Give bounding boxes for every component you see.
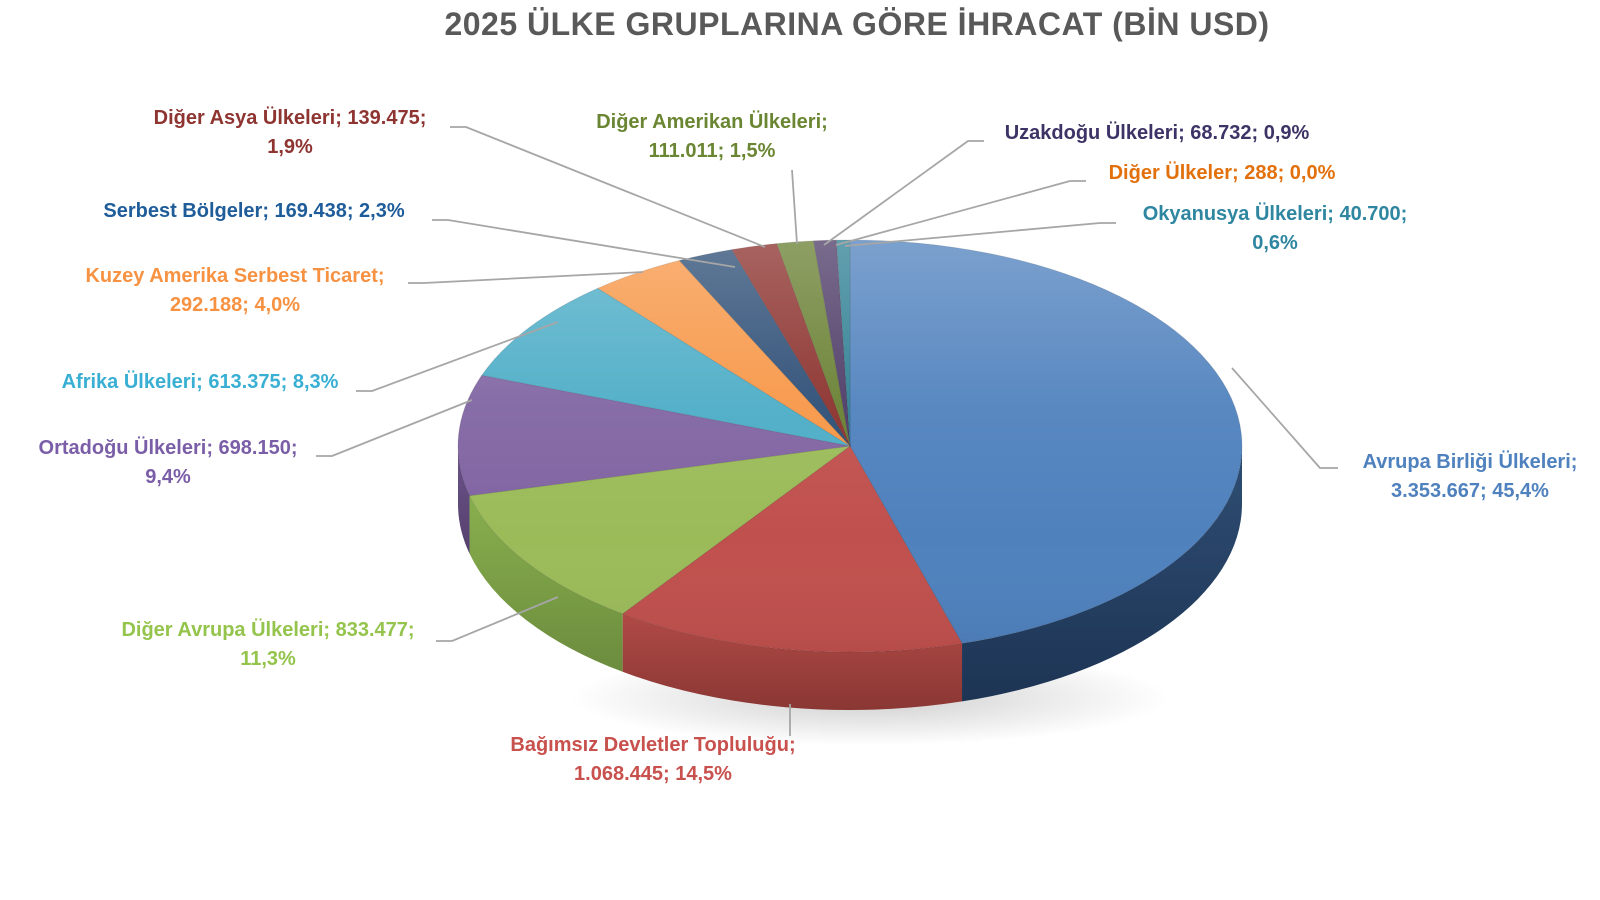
pie-rim-ortadogu-ulkeleri	[458, 446, 470, 554]
pie-label-line1: Diğer Asya Ülkeleri; 139.475;	[153, 107, 427, 129]
pie-top-sheen	[458, 240, 1242, 652]
pie-label-line2: 11,3%	[240, 648, 296, 670]
leader-line-afrika-ulkeleri	[356, 321, 559, 392]
pie-label-uzakdogu-ulkeleri: Uzakdoğu Ülkeleri; 68.732; 0,9%	[1005, 119, 1310, 148]
pie-label-afrika-ulkeleri: Afrika Ülkeleri; 613.375; 8,3%	[62, 368, 339, 397]
pie-label-line2: 292.188; 4,0%	[169, 294, 301, 316]
pie-label-ortadogu-ulkeleri: Ortadoğu Ülkeleri; 698.150; 9,4%	[39, 434, 298, 492]
pie-label-diger-avrupa-ulkeleri: Diğer Avrupa Ülkeleri; 833.477; 11,3%	[121, 616, 414, 674]
pie-label-line1: Bağımsız Devletler Topluluğu;	[510, 734, 796, 756]
leader-line-ortadogu-ulkeleri	[316, 399, 473, 457]
pie-label-line1: Kuzey Amerika Serbest Ticaret;	[85, 265, 385, 287]
pie-rim-bagimsiz-devletler-toplulugu	[622, 613, 963, 710]
pie-label-line2: 9,4%	[145, 466, 191, 488]
pie-label-bagimsiz-devletler-toplulugu: Bağımsız Devletler Topluluğu; 1.068.445;…	[510, 731, 795, 789]
pie-label-line1: Afrika Ülkeleri; 613.375; 8,3%	[61, 371, 339, 393]
pie-rim-diger-avrupa-ulkeleri	[469, 495, 623, 672]
pie-label-line2: 111.011; 1,5%	[648, 140, 776, 162]
pie-label-line1: Ortadoğu Ülkeleri; 698.150;	[38, 437, 298, 459]
pie-label-diger-asya-ulkeleri: Diğer Asya Ülkeleri; 139.475; 1,9%	[154, 104, 427, 162]
pie-label-line1: Diğer Amerikan Ülkeleri;	[596, 111, 828, 133]
leader-line-serbest-bolgeler	[432, 219, 736, 268]
pie-label-line1: Serbest Bölgeler; 169.438; 2,3%	[103, 200, 405, 222]
pie-label-serbest-bolgeler: Serbest Bölgeler; 169.438; 2,3%	[103, 197, 404, 226]
leader-line-diger-ulkeler	[835, 180, 1086, 246]
pie-rim-avrupa-birligi-ulkeleri	[962, 446, 1242, 702]
pie-label-line1: Okyanusya Ülkeleri; 40.700;	[1142, 203, 1408, 225]
leader-line-diger-avrupa-ulkeleri	[436, 596, 559, 642]
pie-label-line1: Diğer Ülkeler; 288; 0,0%	[1108, 162, 1336, 184]
leader-line-diger-asya-ulkeleri	[450, 126, 766, 248]
pie-label-line2: 3.353.667; 45,4%	[1391, 480, 1549, 502]
pie-label-line2: 1,9%	[267, 136, 313, 158]
leader-line-diger-amerikan-ulkeleri	[791, 169, 798, 245]
pie-label-line2: 0,6%	[1252, 232, 1298, 254]
pie-label-line1: Diğer Avrupa Ülkeleri; 833.477;	[121, 619, 415, 641]
leader-line-okyanusya-ulkeleri	[844, 222, 1116, 247]
leader-line-kuzey-amerika-serbest-ticaret	[408, 271, 644, 284]
pie-label-okyanusya-ulkeleri: Okyanusya Ülkeleri; 40.700; 0,6%	[1143, 200, 1408, 258]
chart-title: 2025 ÜLKE GRUPLARINA GÖRE İHRACAT (BİN U…	[444, 6, 1270, 42]
pie-label-diger-ulkeler: Diğer Ülkeler; 288; 0,0%	[1109, 159, 1336, 188]
leader-line-avrupa-birligi-ulkeleri	[1231, 367, 1338, 469]
pie-label-diger-amerikan-ulkeleri: Diğer Amerikan Ülkeleri; 111.011; 1,5%	[596, 108, 828, 166]
pie-label-avrupa-birligi-ulkeleri: Avrupa Birliği Ülkeleri; 3.353.667; 45,4…	[1363, 448, 1578, 506]
pie-label-line1: Avrupa Birliği Ülkeleri;	[1362, 451, 1578, 473]
pie-label-line2: 1.068.445; 14,5%	[574, 763, 732, 785]
pie-label-line1: Uzakdoğu Ülkeleri; 68.732; 0,9%	[1004, 122, 1310, 144]
pie-label-kuzey-amerika-serbest-ticaret: Kuzey Amerika Serbest Ticaret; 292.188; …	[85, 262, 384, 320]
leader-line-uzakdogu-ulkeleri	[823, 140, 984, 246]
